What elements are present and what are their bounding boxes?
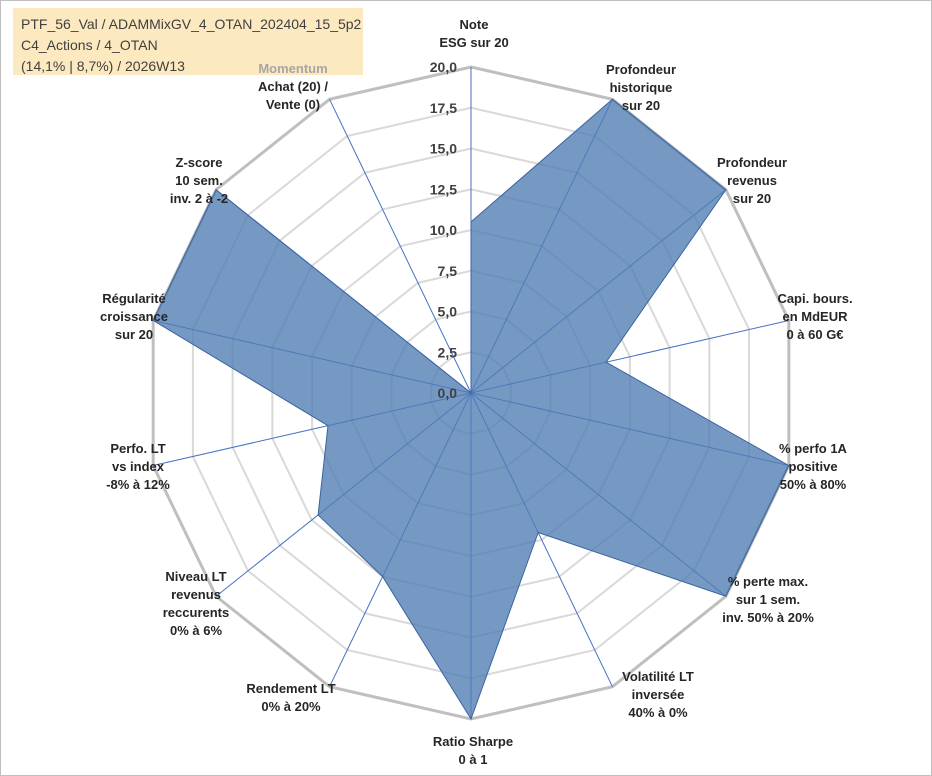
axis-label: Momentum Achat (20) / Vente (0)	[258, 61, 328, 112]
axis-label-line: Capi. bours.	[777, 291, 852, 306]
chart-title-box: PTF_56_Val / ADAMMixGV_4_OTAN_202404_15_…	[13, 8, 363, 75]
axis-label: Ratio Sharpe 0 à 1	[433, 734, 513, 767]
axis-label-line: 50% à 80%	[780, 477, 847, 492]
axis-label-line: Volatilité LT	[622, 669, 694, 684]
axis-label: Profondeur revenus sur 20	[717, 155, 787, 206]
tick-label: 2,5	[438, 344, 458, 360]
axis-label-line: revenus	[171, 587, 221, 602]
tick-label: 7,5	[438, 263, 458, 279]
radar-axis-labels: Note ESG sur 20 Profondeur historique sur 20…	[100, 17, 853, 767]
axis-label-line: % perte max.	[728, 574, 808, 589]
axis-label: Volatilité LT inversée 40% à 0%	[622, 669, 694, 720]
axis-label-line: Régularité	[102, 291, 166, 306]
axis-label: Profondeur historique sur 20	[606, 62, 676, 113]
series-area	[152, 98, 790, 721]
tick-label: 12,5	[430, 181, 457, 197]
axis-label-line: sur 20	[622, 98, 660, 113]
axis-label: Z-score 10 sem. inv. 2 à -2	[170, 155, 228, 206]
axis-label-line: Ratio Sharpe	[433, 734, 513, 749]
title-line-stats: (14,1% | 8,7%) / 2026W13	[21, 58, 185, 74]
axis-label-line: reccurents	[163, 605, 229, 620]
axis-label-line: % perfo 1A	[779, 441, 848, 456]
axis-label-line: historique	[610, 80, 673, 95]
axis-label-line: 0 à 1	[459, 752, 488, 767]
axis-label-line: 10 sem.	[175, 173, 223, 188]
axis-label-line: sur 20	[733, 191, 771, 206]
axis-label: Capi. bours. en MdEUR 0 à 60 G€	[777, 291, 852, 342]
axis-label-line: 0% à 6%	[170, 623, 222, 638]
axis-label-line: sur 1 sem.	[736, 592, 800, 607]
axis-label-line: positive	[788, 459, 837, 474]
axis-label-line: Profondeur	[717, 155, 787, 170]
axis-label-line: Z-score	[176, 155, 223, 170]
axis-label: Note ESG sur 20	[439, 17, 508, 50]
axis-label-line: ESG sur 20	[439, 35, 508, 50]
tick-label: 5,0	[438, 304, 458, 320]
tick-label: 10,0	[430, 222, 457, 238]
axis-label-line: croissance	[100, 309, 168, 324]
axis-label: % perfo 1A positive 50% à 80%	[779, 441, 848, 492]
axis-label-line: Rendement LT	[246, 681, 335, 696]
axis-label-line: 0% à 20%	[261, 699, 321, 714]
axis-label-line: revenus	[727, 173, 777, 188]
axis-label-line: Momentum	[258, 61, 327, 76]
axis-label-line: Note	[460, 17, 489, 32]
axis-label-line: inversée	[632, 687, 685, 702]
axis-label: Perfo. LT vs index -8% à 12%	[106, 441, 170, 492]
axis-label-line: 0 à 60 G€	[786, 327, 843, 342]
axis-label-line: Vente (0)	[266, 97, 320, 112]
axis-label-line: Achat (20) /	[258, 79, 328, 94]
axis-label: Rendement LT 0% à 20%	[246, 681, 335, 714]
axis-label-line: -8% à 12%	[106, 477, 170, 492]
axis-label-line: sur 20	[115, 327, 153, 342]
axis-label-line: inv. 2 à -2	[170, 191, 228, 206]
axis-label-line: en MdEUR	[783, 309, 849, 324]
title-line-category: C4_Actions / 4_OTAN	[21, 37, 158, 53]
radar-tick-labels: 0,0 2,5 5,0 7,5 10,0 12,5 15,0 17,5 20,0	[430, 59, 457, 401]
axis-label-line: Perfo. LT	[110, 441, 165, 456]
tick-label: 20,0	[430, 59, 457, 75]
title-line-portfolio: PTF_56_Val / ADAMMixGV_4_OTAN_202404_15_…	[21, 16, 362, 32]
radar-series	[152, 98, 790, 721]
axis-label-line: inv. 50% à 20%	[722, 610, 814, 625]
axis-label-line: Profondeur	[606, 62, 676, 77]
axis-label: % perte max. sur 1 sem. inv. 50% à 20%	[722, 574, 814, 625]
axis-label-line: Niveau LT	[165, 569, 226, 584]
axis-label: Niveau LT revenus reccurents 0% à 6%	[163, 569, 229, 638]
axis-label-line: 40% à 0%	[628, 705, 688, 720]
tick-label: 0,0	[438, 385, 458, 401]
radar-spoke	[329, 99, 472, 394]
tick-label: 15,0	[430, 141, 457, 157]
axis-label: Régularité croissance sur 20	[100, 291, 168, 342]
axis-label-line: vs index	[112, 459, 165, 474]
tick-label: 17,5	[430, 100, 457, 116]
